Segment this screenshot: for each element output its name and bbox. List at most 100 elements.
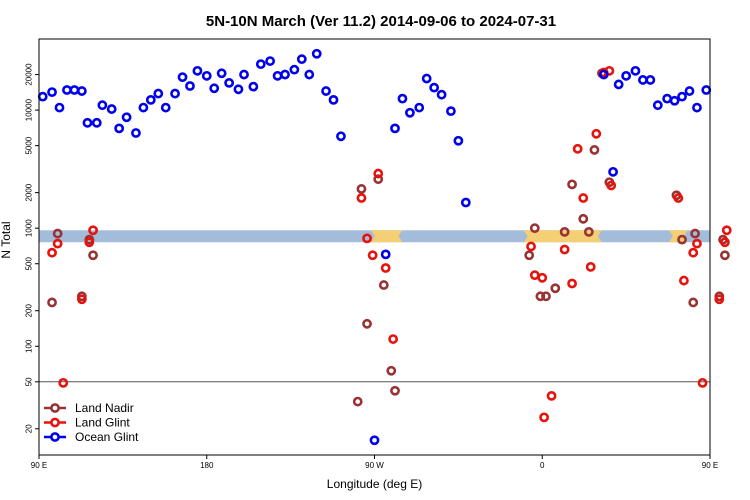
series-land-nadir: [47, 68, 730, 407]
data-point: [583, 227, 594, 237]
y-tick-label: 200: [25, 303, 34, 317]
x-tick-label: 90 W: [365, 461, 384, 470]
data-point: [88, 250, 98, 261]
data-point: [688, 247, 699, 258]
data-point: [679, 275, 689, 286]
data-point: [606, 180, 617, 191]
data-point: [88, 225, 98, 236]
x-axis: 90 E 180 90 W 0 90 E: [31, 455, 718, 470]
data-point: [613, 79, 624, 90]
y-tick-label: 5000: [25, 136, 34, 154]
data-point: [356, 193, 367, 203]
data-point: [684, 86, 695, 96]
data-point: [453, 135, 464, 146]
legend-marker: [50, 432, 60, 442]
y-axis-label: N Total: [0, 221, 13, 258]
data-point: [121, 112, 132, 123]
data-point: [362, 318, 372, 329]
data-point: [645, 75, 656, 85]
land-segment: [668, 230, 688, 243]
data-point: [436, 89, 447, 100]
data-point: [192, 65, 203, 76]
x-tick-label: 180: [200, 461, 214, 470]
data-point: [239, 69, 249, 80]
data-point: [153, 88, 164, 99]
data-point: [539, 412, 550, 423]
y-tick-label: 2000: [25, 183, 34, 201]
data-point: [673, 193, 684, 203]
data-point: [47, 247, 57, 258]
data-point: [311, 48, 322, 59]
data-point: [529, 270, 540, 281]
data-point: [201, 70, 212, 81]
data-point: [697, 377, 708, 388]
data-point: [720, 237, 730, 248]
data-point: [369, 435, 380, 446]
data-point: [421, 73, 432, 84]
data-point: [373, 174, 384, 185]
data-point: [567, 278, 577, 289]
data-point: [321, 86, 331, 96]
data-point: [414, 102, 425, 113]
y-tick-label: 500: [25, 257, 34, 271]
data-point: [69, 85, 80, 95]
data-point: [535, 291, 546, 302]
data-point: [373, 168, 384, 179]
data-point: [720, 250, 730, 261]
data-point: [289, 64, 300, 75]
data-point: [54, 102, 65, 113]
data-point: [388, 334, 399, 344]
data-point: [405, 107, 415, 118]
data-point: [216, 68, 227, 79]
data-point: [390, 385, 400, 396]
data-point: [248, 81, 259, 92]
data-point: [429, 82, 440, 93]
data-point: [692, 102, 702, 113]
data-point: [209, 83, 220, 94]
data-point: [598, 69, 609, 80]
data-point: [589, 145, 600, 155]
data-point: [669, 95, 680, 106]
data-point: [460, 197, 471, 208]
data-point: [224, 77, 235, 88]
data-point: [578, 213, 589, 224]
x-tick-label: 0: [540, 461, 545, 470]
y-tick-label: 20000: [25, 63, 34, 86]
data-point: [91, 117, 102, 128]
data-point: [131, 128, 141, 138]
data-point: [386, 365, 397, 376]
data-point: [84, 237, 95, 248]
data-point: [58, 377, 69, 388]
chart-title: 5N-10N March (Ver 11.2) 2014-09-06 to 20…: [206, 13, 556, 30]
data-point: [692, 238, 702, 249]
data-point: [621, 70, 632, 81]
plot-frame: [38, 38, 711, 456]
data-point: [546, 390, 557, 401]
data-point: [138, 102, 149, 113]
data-point: [106, 104, 117, 114]
data-point: [690, 228, 700, 239]
data-point: [114, 123, 125, 134]
data-point: [352, 396, 363, 407]
data-point: [529, 223, 540, 234]
data-point: [304, 69, 315, 80]
data-point: [185, 81, 195, 91]
data-point: [721, 225, 732, 236]
legend-marker: [50, 417, 60, 428]
data-point: [638, 75, 648, 85]
data-point: [76, 294, 87, 305]
data-point: [652, 100, 663, 111]
data-point: [62, 85, 72, 95]
series-ocean-glint: [37, 48, 712, 446]
y-tick-label: 10000: [25, 98, 34, 121]
legend-label: Land Nadir: [75, 401, 134, 415]
data-point: [170, 88, 180, 99]
data-point: [714, 294, 725, 305]
data-point: [591, 128, 602, 139]
data-point: [177, 72, 188, 83]
data-point: [367, 250, 378, 261]
points-layer: [37, 48, 732, 446]
data-point: [265, 56, 276, 66]
